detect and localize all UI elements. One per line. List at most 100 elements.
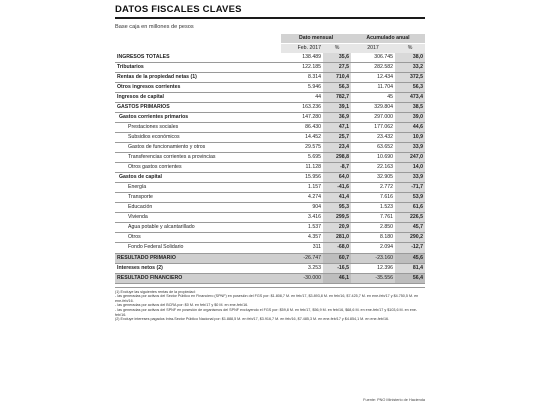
row-pct-year: 473,4: [395, 92, 426, 103]
row-value-month: 8.314: [281, 72, 323, 83]
row-value-year: 32.905: [351, 172, 396, 184]
row-pct-month: 281,0: [323, 232, 352, 244]
table-row: Educación 904 95,3 1.523 61,6: [115, 202, 426, 214]
table-row: Gastos de funcionamiento y otros 29.575 23…: [115, 142, 426, 154]
row-value-month: 138.489: [281, 52, 323, 63]
footnotes: (1) Excluye las siguientes rentas de la …: [115, 286, 425, 322]
row-label: Otros: [115, 232, 281, 244]
row-pct-year: 33,2: [395, 62, 426, 73]
row-value-year: 282.582: [351, 62, 396, 73]
header-monthly: Dato mensual: [281, 33, 352, 44]
row-pct-month: 64,0: [323, 172, 352, 184]
table-row: Agua potable y alcantarillado 1.537 20,9 2.…: [115, 222, 426, 234]
footnote: - las generadas por activos del BCRA por…: [115, 303, 249, 308]
row-label: INGRESOS TOTALES: [115, 52, 281, 63]
row-value-year: 45: [351, 92, 396, 103]
row-value-year: 2.772: [351, 182, 396, 194]
row-label: Intereses netos (2): [115, 263, 281, 274]
row-value-year: -23.160: [351, 253, 396, 264]
row-value-year: 7.616: [351, 192, 396, 204]
fiscal-table: Dato mensual Acumulado anual Feb. 2017 %…: [115, 33, 426, 284]
row-value-month: 147.280: [281, 112, 323, 123]
row-pct-year: 33,9: [395, 142, 426, 154]
row-pct-month: 23,4: [323, 142, 352, 154]
row-value-month: 5.946: [281, 82, 323, 93]
row-pct-month: 782,7: [323, 92, 352, 103]
row-value-year: 12.434: [351, 72, 396, 83]
row-value-year: 2.850: [351, 222, 396, 234]
row-pct-year: 226,5: [395, 212, 426, 224]
row-pct-month: 35,6: [323, 52, 352, 63]
row-label: Gastos de funcionamiento y otros: [115, 142, 281, 154]
row-pct-year: 45,7: [395, 222, 426, 234]
row-pct-year: 14,0: [395, 162, 426, 174]
row-value-year: 1.523: [351, 202, 396, 214]
row-value-month: 1.537: [281, 222, 323, 234]
row-pct-year: 56,3: [395, 82, 426, 93]
subheader-year: 2017: [351, 43, 396, 53]
row-pct-year: 44,6: [395, 122, 426, 133]
row-label: Agua potable y alcantarillado: [115, 222, 281, 234]
table-row: RESULTADO FINANCIERO -30.000 46,1 -35.556 56…: [115, 273, 426, 284]
row-pct-year: 10,9: [395, 132, 426, 144]
row-pct-year: 39,0: [395, 112, 426, 123]
row-pct-year: 33,9: [395, 172, 426, 184]
row-pct-year: 61,6: [395, 202, 426, 214]
row-value-month: 3.253: [281, 263, 323, 274]
row-label: Energía: [115, 182, 281, 194]
row-pct-year: 56,4: [395, 273, 426, 284]
row-value-month: 5.695: [281, 152, 323, 164]
row-value-month: 1.157: [281, 182, 323, 194]
row-pct-month: 710,4: [323, 72, 352, 83]
subheader-month: Feb. 2017: [281, 43, 323, 53]
table-row: Vivienda 3.416 299,5 7.761 226,5: [115, 212, 426, 224]
row-label: Gastos corrientes primarios: [115, 112, 281, 123]
row-pct-month: -41,6: [323, 182, 352, 194]
row-value-month: 311: [281, 242, 323, 254]
row-pct-month: 25,7: [323, 132, 352, 144]
table-row: Transporte 4.274 41,4 7.616 53,9: [115, 192, 426, 204]
table-row: Subsidios económicos 14.452 25,7 23.432 10,9: [115, 132, 426, 144]
row-value-year: 23.432: [351, 132, 396, 144]
table-row: Energía 1.157 -41,6 2.772 -71,7: [115, 182, 426, 194]
row-pct-month: 95,3: [323, 202, 352, 214]
row-pct-year: 372,5: [395, 72, 426, 83]
table-row: Otros gastos corrientes 11.128 -8,7 22.163 1…: [115, 162, 426, 174]
row-label: RESULTADO PRIMARIO: [115, 253, 281, 264]
row-value-month: 15.956: [281, 172, 323, 184]
row-pct-month: 36,9: [323, 112, 352, 123]
row-value-year: 10.690: [351, 152, 396, 164]
row-label: Transferencias corrientes a provincias: [115, 152, 281, 164]
row-value-month: 14.452: [281, 132, 323, 144]
row-label: Gastos de capital: [115, 172, 281, 184]
row-label: Vivienda: [115, 212, 281, 224]
row-label: RESULTADO FINANCIERO: [115, 273, 281, 284]
row-value-month: 29.575: [281, 142, 323, 154]
table-row: Transferencias corrientes a provincias 5.…: [115, 152, 426, 164]
row-value-month: -26.747: [281, 253, 323, 264]
table-row: Gastos corrientes primarios 147.280 36,9 29…: [115, 112, 426, 123]
row-pct-year: -12,7: [395, 242, 426, 254]
row-pct-month: 27,5: [323, 62, 352, 73]
table-row: Ingresos de capital 44 782,7 45 473,4: [115, 92, 426, 103]
table-row: GASTOS PRIMARIOS 163.236 39,1 329.804 38,5: [115, 102, 426, 113]
row-value-year: 329.804: [351, 102, 396, 113]
footnote: - las generadas por activos del Sector P…: [115, 294, 419, 303]
table-row: Rentas de la propiedad netas (1) 8.314 710…: [115, 72, 426, 83]
row-value-month: 163.236: [281, 102, 323, 113]
row-value-year: 8.180: [351, 232, 396, 244]
table-body: INGRESOS TOTALES 138.489 35,6 306.745 38,0 Tr…: [115, 52, 426, 284]
row-pct-month: 60,7: [323, 253, 352, 264]
row-pct-month: 298,8: [323, 152, 352, 164]
row-label: Educación: [115, 202, 281, 214]
row-label: Prestaciones sociales: [115, 122, 281, 133]
row-value-month: 86.430: [281, 122, 323, 133]
fiscal-data-panel: DATOS FISCALES CLAVES Base caja en millo…: [115, 4, 426, 402]
footnote: (2) Excluye intereses pagados Intra-Sect…: [115, 317, 390, 322]
row-value-month: 4.357: [281, 232, 323, 244]
row-value-year: 297.000: [351, 112, 396, 123]
table-row: Prestaciones sociales 86.430 47,1 177.062 44…: [115, 122, 426, 133]
subheader-pct-year: %: [395, 43, 426, 53]
row-pct-month: 47,1: [323, 122, 352, 133]
row-value-year: -35.556: [351, 273, 396, 284]
